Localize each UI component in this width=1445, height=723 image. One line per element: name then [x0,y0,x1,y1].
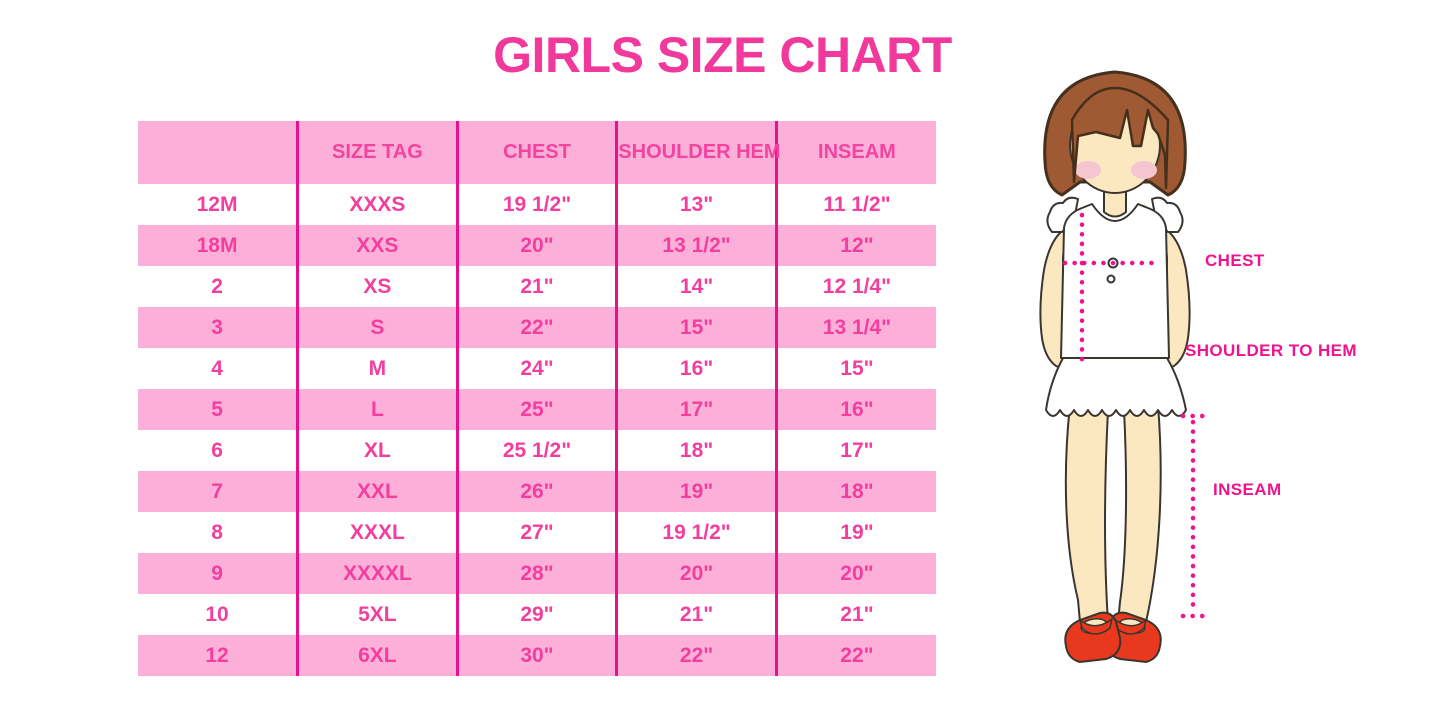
column-header [138,121,298,184]
table-row: 6 XL 25 1/2" 18" 17" [138,430,936,471]
column-header: SIZE TAG [296,121,458,184]
button-bottom [1106,274,1116,284]
table-cell: 16" [774,389,936,430]
table-cell: 25 1/2" [455,430,617,471]
table-cell: 7 [211,479,223,503]
table-cell: 13 1/2" [615,225,777,266]
table-cell: 19 1/2" [455,184,617,225]
table-cell: 19" [615,471,777,512]
table-cell: 2 [211,274,223,298]
table-cell: XS [296,266,458,307]
table-cell: 19 1/2" [615,512,777,553]
table-cell: XXXS [296,184,458,225]
table-cell: 25" [455,389,617,430]
table-cell: 29" [455,594,617,635]
leg-right [1116,403,1162,623]
table-cell: 10 [205,602,229,626]
table-cell: 18" [615,430,777,471]
inseam-label: INSEAM [1213,480,1282,499]
table-cell: 11 1/2" [774,184,936,225]
blush-right [1131,161,1157,179]
table-cell: 21" [774,594,936,635]
column-header: INSEAM [774,121,936,184]
table-cell: 30" [455,635,617,676]
table-cell: M [296,348,458,389]
table-cell: 28" [455,553,617,594]
page-title: GIRLS SIZE CHART [493,27,952,83]
table-cell: 14" [615,266,777,307]
shoe-left-strap [1078,617,1114,635]
table-cell: XXL [296,471,458,512]
table-cell: 20" [774,553,936,594]
table-row: 2 XS 21" 14" 12 1/4" [138,266,936,307]
table-row: 18M XXS 20" 13 1/2" 12" [138,225,936,266]
table-cell: 22" [615,635,777,676]
table-cell: 6 [211,438,223,462]
table-cell: 4 [211,356,223,380]
table-cell: XL [296,430,458,471]
table-cell: 12" [774,225,936,266]
table-cell: 13" [615,184,777,225]
table-cell: 9 [211,561,223,585]
chest-label: CHEST [1205,251,1265,270]
table-cell: 6XL [296,635,458,676]
table-row: 7 XXL 26" 19" 18" [138,471,936,512]
table-row: 9 XXXXL 28" 20" 20" [138,553,936,594]
table-row: 8 XXXL 27" 19 1/2" 19" [138,512,936,553]
girl-illustration [1039,70,1206,664]
bangs [1070,86,1170,190]
table-cell: 16" [615,348,777,389]
table-cell: 19" [774,512,936,553]
table-cell: 12 [205,643,229,667]
table-cell: 13 1/4" [774,307,936,348]
table-row: 12 6XL 30" 22" 22" [138,635,936,676]
size-table-head: SIZE TAG CHEST SHOULDER HEM INSEAM [138,121,936,184]
table-cell: 22" [774,635,936,676]
table-cell: XXXXL [296,553,458,594]
table-row: 10 5XL 29" 21" 21" [138,594,936,635]
table-cell: 24" [455,348,617,389]
table-cell: 20" [455,225,617,266]
table-cell: 15" [774,348,936,389]
skirt [1045,357,1187,417]
table-cell: 26" [455,471,617,512]
header-row: SIZE TAG CHEST SHOULDER HEM INSEAM [138,121,936,184]
table-cell: 21" [615,594,777,635]
table-cell: 17" [615,389,777,430]
table-cell: 15" [615,307,777,348]
shoulder-to-hem-label: SHOULDER TO HEM [1185,341,1357,360]
table-row: 12M XXXS 19 1/2" 13" 11 1/2" [138,184,936,225]
leg-left [1064,403,1110,623]
table-cell: S [296,307,458,348]
size-table-body: 12M XXXS 19 1/2" 13" 11 1/2" 18M XXS 20" 13 1/2"… [138,184,936,676]
column-header: CHEST [455,121,617,184]
table-cell: 18" [774,471,936,512]
table-cell: 22" [455,307,617,348]
table-cell: 12 1/4" [774,266,936,307]
table-cell: 20" [615,553,777,594]
table-cell: 18M [196,233,238,257]
table-cell: 21" [455,266,617,307]
table-cell: 17" [774,430,936,471]
size-table: SIZE TAG CHEST SHOULDER HEM INSEAM 12M XXXS 1… [138,121,936,676]
column-header: SHOULDER HEM [615,121,781,184]
table-cell: 5XL [296,594,458,635]
table-row: 5 L 25" 17" 16" [138,389,936,430]
table-cell: XXXL [296,512,458,553]
table-cell: 5 [211,397,223,421]
table-cell: 12M [196,192,238,216]
table-cell: 8 [211,520,223,544]
table-cell: 3 [211,315,223,339]
table-cell: L [296,389,458,430]
blush-left [1075,161,1101,179]
table-row: 4 M 24" 16" 15" [138,348,936,389]
table-cell: XXS [296,225,458,266]
table-row: 3 S 22" 15" 13 1/4" [138,307,936,348]
table-cell: 27" [455,512,617,553]
